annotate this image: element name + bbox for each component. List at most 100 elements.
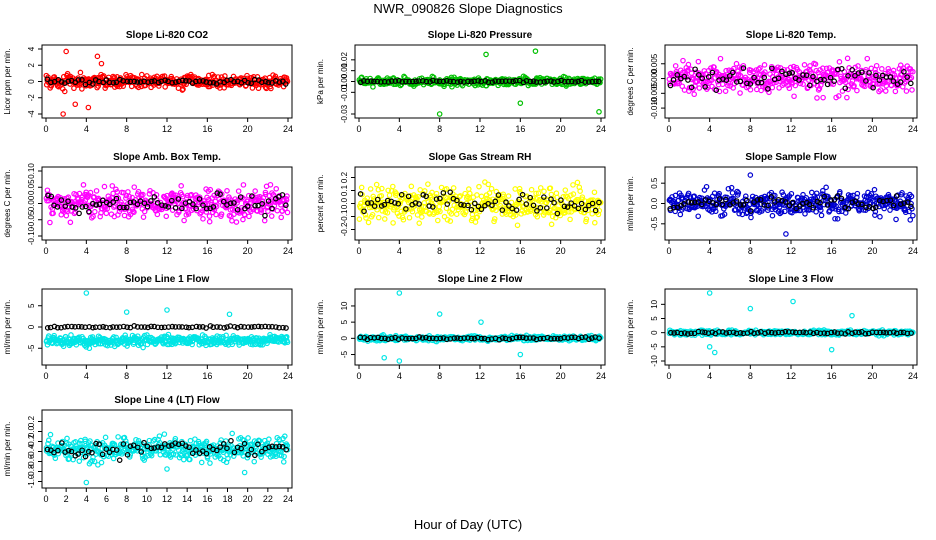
reference-point <box>276 79 283 85</box>
data-point <box>749 193 756 200</box>
reference-point <box>227 200 234 207</box>
reference-point <box>279 192 286 198</box>
x-tick-label: 4 <box>84 124 89 134</box>
data-point <box>506 205 512 212</box>
reference-point <box>249 193 255 199</box>
data-point <box>842 210 849 216</box>
x-tick-label: 8 <box>437 246 442 256</box>
reference-point <box>793 205 799 212</box>
data-point <box>680 57 686 64</box>
data-point <box>792 82 799 89</box>
reference-point <box>737 202 744 208</box>
data-point <box>226 311 233 318</box>
reference-point <box>179 77 186 84</box>
data-point <box>508 199 515 206</box>
reference-point <box>255 323 262 330</box>
reference-point <box>527 194 533 201</box>
reference-point <box>371 203 378 209</box>
reference-point <box>79 77 85 83</box>
reference-point <box>783 71 789 78</box>
data-point <box>491 218 497 225</box>
reference-point <box>849 199 855 205</box>
reference-point <box>719 201 726 208</box>
data-point <box>729 190 736 196</box>
reference-point <box>523 335 529 341</box>
x-tick-label: 4 <box>397 246 402 256</box>
reference-point <box>681 330 688 336</box>
reference-point <box>806 82 813 89</box>
reference-point <box>358 79 364 86</box>
y-tick-label: 4 <box>27 46 36 51</box>
reference-point <box>674 72 681 78</box>
data-point <box>396 358 403 364</box>
reference-point <box>148 78 155 85</box>
reference-point <box>495 192 502 198</box>
data-point <box>851 83 857 89</box>
data-point <box>205 72 212 79</box>
reference-point <box>207 323 214 329</box>
data-point <box>532 48 539 54</box>
x-tick-label: 8 <box>748 371 753 381</box>
x-tick-label: 8 <box>748 246 753 256</box>
data-point <box>899 190 905 196</box>
data-point <box>486 190 493 196</box>
panel-title: Slope Gas Stream RH <box>429 152 532 163</box>
reference-point <box>523 201 530 207</box>
reference-point <box>747 81 754 87</box>
reference-point <box>901 200 908 206</box>
data-point <box>381 354 388 361</box>
x-tick-label: 20 <box>243 124 253 134</box>
data-point <box>123 309 130 315</box>
y-tick-label: -4 <box>27 110 36 118</box>
data-point <box>104 205 111 212</box>
data-point <box>76 458 83 464</box>
reference-point <box>78 324 85 330</box>
x-tick-label: 0 <box>43 494 48 504</box>
figure-title: NWR_090826 Slope Diagnostics <box>373 1 563 16</box>
reference-point <box>113 195 120 202</box>
data-point <box>80 182 87 188</box>
reference-point <box>193 205 199 212</box>
reference-point <box>688 199 695 206</box>
reference-point <box>866 70 872 76</box>
reference-point <box>385 79 392 85</box>
reference-point <box>548 336 554 342</box>
reference-point <box>134 201 141 208</box>
data-point <box>206 213 213 219</box>
data-point <box>553 190 560 197</box>
data-point <box>87 189 94 196</box>
data-point <box>830 81 837 87</box>
data-point <box>748 214 754 221</box>
x-tick-label: 0 <box>356 246 361 256</box>
reference-point <box>145 79 151 85</box>
reference-point <box>203 205 210 212</box>
data-point <box>447 218 454 224</box>
data-point <box>518 211 524 217</box>
y-tick-label: 0.02 <box>340 52 349 68</box>
reference-point <box>849 330 855 337</box>
data-point <box>64 208 71 215</box>
reference-point <box>734 79 740 85</box>
data-point <box>381 216 388 222</box>
data-point <box>415 193 421 200</box>
x-tick-label: 16 <box>515 371 525 381</box>
reference-point <box>374 78 381 85</box>
reference-point <box>176 324 182 330</box>
reference-point <box>162 77 168 84</box>
data-point <box>134 333 141 339</box>
reference-point <box>472 200 478 207</box>
y-tick-label: -0.01 <box>340 83 349 102</box>
reference-point <box>541 79 548 85</box>
reference-point <box>806 201 813 208</box>
reference-point <box>72 324 78 330</box>
data-point <box>379 185 385 192</box>
y-tick-label: -0.8 <box>27 464 36 478</box>
data-point <box>436 311 443 317</box>
data-point <box>369 211 376 218</box>
data-point <box>835 93 842 99</box>
reference-point <box>48 193 55 200</box>
data-point <box>267 181 274 188</box>
data-point <box>92 208 98 215</box>
reference-point <box>123 204 130 211</box>
